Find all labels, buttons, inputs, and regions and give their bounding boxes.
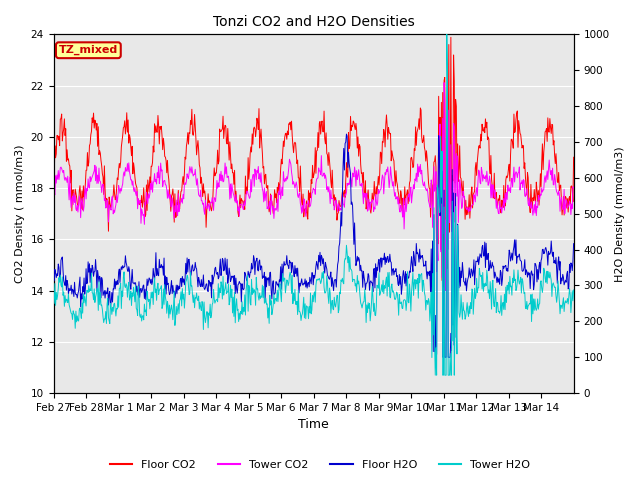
Legend: Floor CO2, Tower CO2, Floor H2O, Tower H2O: Floor CO2, Tower CO2, Floor H2O, Tower H… bbox=[105, 456, 535, 474]
Text: TZ_mixed: TZ_mixed bbox=[59, 45, 118, 55]
Y-axis label: H2O Density (mmol/m3): H2O Density (mmol/m3) bbox=[615, 146, 625, 282]
Y-axis label: CO2 Density ( mmol/m3): CO2 Density ( mmol/m3) bbox=[15, 144, 25, 283]
Title: Tonzi CO2 and H2O Densities: Tonzi CO2 and H2O Densities bbox=[212, 15, 415, 29]
X-axis label: Time: Time bbox=[298, 419, 329, 432]
